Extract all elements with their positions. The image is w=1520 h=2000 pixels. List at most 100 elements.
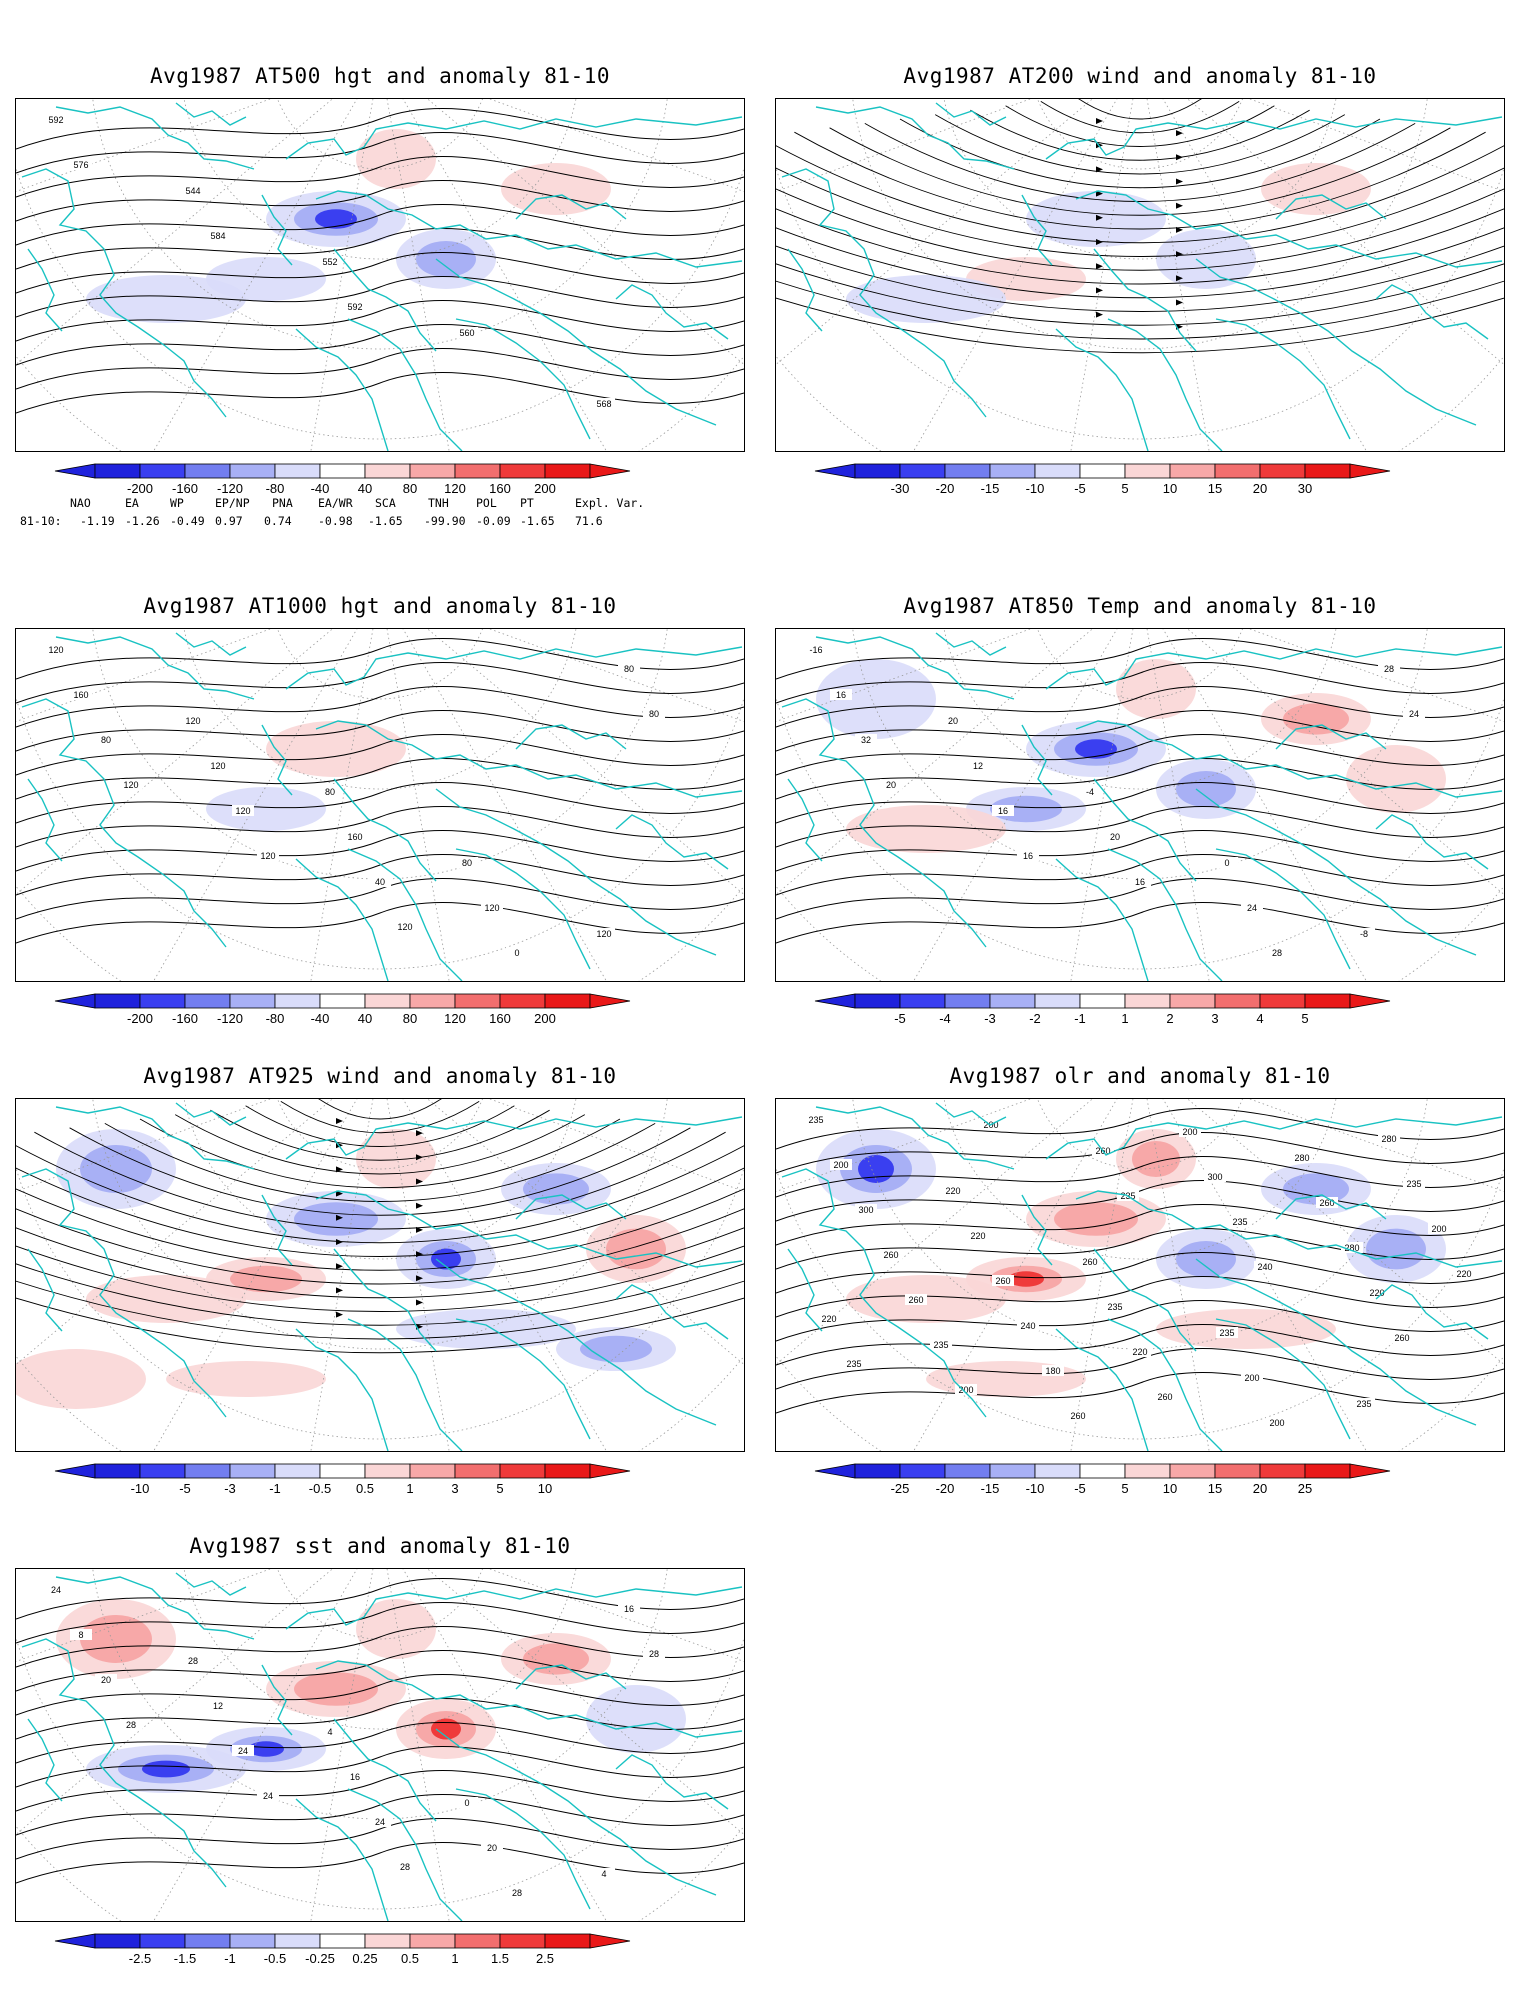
contour-label: 280 <box>1344 1243 1359 1253</box>
streamline-arrow <box>416 1202 423 1209</box>
colorbar-swatch <box>94 1933 141 1949</box>
contour-label: 260 <box>1157 1392 1172 1402</box>
contour-label: 220 <box>821 1314 836 1324</box>
contour-label: 200 <box>1244 1373 1259 1383</box>
streamline-arrow <box>1096 190 1103 197</box>
colorbar-swatch <box>544 1933 591 1949</box>
colorbar-swatch <box>1034 993 1081 1009</box>
contour-label: 180 <box>1045 1366 1060 1376</box>
streamlines <box>776 99 1504 354</box>
colorbar-swatch <box>319 1463 366 1479</box>
streamline-arrow <box>416 1226 423 1233</box>
contour-labels: 24 28 4 0 4 8 12 16 20 16 20 24 24 28 28 28 24 28 <box>45 1584 665 1898</box>
streamline-arrow <box>416 1299 423 1306</box>
index-header: EP/NP <box>215 496 250 510</box>
graticule <box>16 629 744 981</box>
contour-label: 200 <box>958 1385 973 1395</box>
map-925wind <box>15 1098 745 1452</box>
colorbar-sst: -2.5 -1.5 -1 -0.5 -0.25 0.25 0.5 1 1.5 2.5 <box>54 1932 705 1972</box>
streamlines <box>16 1099 744 1354</box>
contour-label: 20 <box>101 1675 111 1685</box>
colorbar-swatch <box>319 463 366 479</box>
index-header: SCA <box>375 496 396 510</box>
colorbar-tick-label: -120 <box>217 481 243 496</box>
colorbar-swatch <box>499 463 546 479</box>
index-header: EA <box>125 496 139 510</box>
colorbar-swatch <box>229 1933 276 1949</box>
colorbar-200wind: -30 -20 -15 -10 -5 5 10 15 20 30 <box>814 462 1465 502</box>
contour-label: 235 <box>846 1359 861 1369</box>
index-value: -1.65 <box>368 514 403 528</box>
colorbar-arrow-left <box>814 1463 856 1479</box>
anomaly-core <box>80 1145 152 1193</box>
colorbar-swatch <box>1169 1463 1216 1479</box>
colorbar-tick-label: -10 <box>1026 481 1045 496</box>
colorbar-arrow-right <box>1349 1463 1391 1479</box>
colorbar-swatch <box>94 993 141 1009</box>
colorbar-tick-label: 10 <box>538 1481 552 1496</box>
panel-title: Avg1987 AT500 hgt and anomaly 81-10 <box>149 64 610 88</box>
contour-label: 28 <box>1272 948 1282 958</box>
colorbar-tick-label: 20 <box>1253 1481 1267 1496</box>
contour-label: -16 <box>809 645 822 655</box>
colorbar-swatch <box>1034 1463 1081 1479</box>
colorbar-swatch <box>409 1933 456 1949</box>
panel-title: Avg1987 olr and anomaly 81-10 <box>949 1064 1331 1088</box>
colorbar-swatch <box>499 1463 546 1479</box>
index-header: EA/WR <box>318 496 353 510</box>
contour-label: 220 <box>945 1186 960 1196</box>
negative-anomaly <box>86 275 246 323</box>
map-1000hgt: 120 120 80 80 120 160 120 160 120 80 80 120 40 0 80 120… <box>15 628 745 982</box>
negative-anomaly <box>586 1685 686 1753</box>
colorbar-swatch <box>364 1463 411 1479</box>
colorbar-tick-label: -3 <box>984 1011 996 1026</box>
anomaly-peak <box>1075 739 1117 759</box>
colorbar-swatch <box>274 993 321 1009</box>
contour-label: 20 <box>1110 832 1120 842</box>
colorbar-swatch <box>184 463 231 479</box>
colorbar-swatch <box>1124 993 1171 1009</box>
streamline-arrow <box>416 1251 423 1258</box>
colorbar-tick-label: 80 <box>403 481 417 496</box>
colorbar-swatch <box>364 463 411 479</box>
contour-label: 40 <box>375 877 385 887</box>
anomaly-peak <box>858 1155 894 1183</box>
colorbar-swatch <box>499 993 546 1009</box>
anomaly-core <box>523 1643 589 1675</box>
colorbar-swatch <box>944 463 991 479</box>
negative-anomaly <box>816 659 936 739</box>
colorbar-arrow-left <box>54 463 96 479</box>
coastlines <box>781 102 1503 451</box>
positive-anomaly <box>846 805 1006 853</box>
contour-label: 120 <box>210 761 225 771</box>
streamline-arrow <box>416 1154 423 1161</box>
contour-label: 32 <box>861 735 871 745</box>
anomaly-shading <box>56 1599 686 1793</box>
colorbar-tick-label: -200 <box>127 1011 153 1026</box>
colorbar-tick-label: -5 <box>1074 481 1086 496</box>
map-500hgt: 592 544 552 560 568 576 584 592 <box>15 98 745 452</box>
contour-label: 28 <box>512 1888 522 1898</box>
streamline-arrow <box>1096 166 1103 173</box>
negative-anomaly <box>1156 229 1256 289</box>
streamline-arrow <box>1096 118 1103 124</box>
index-value: -0.98 <box>318 514 353 528</box>
contour-label: 235 <box>808 1115 823 1125</box>
anomaly-core <box>523 1173 589 1205</box>
contour-label: 220 <box>1132 1347 1147 1357</box>
contour-label: 24 <box>263 1791 273 1801</box>
map-200wind <box>775 98 1505 452</box>
colorbar-arrow-left <box>54 1933 96 1949</box>
colorbar-swatch <box>139 1463 186 1479</box>
contour-label: 220 <box>1369 1288 1384 1298</box>
contour-label: 260 <box>1070 1411 1085 1421</box>
anomaly-core <box>294 1672 378 1706</box>
colorbar-tick-label: 1 <box>406 1481 413 1496</box>
colorbar-swatch <box>989 1463 1036 1479</box>
contour-label: 16 <box>1023 851 1033 861</box>
colorbar-tick-label: -15 <box>981 1481 1000 1496</box>
contour-label: 120 <box>596 929 611 939</box>
colorbar-tick-label: 30 <box>1298 481 1312 496</box>
contour-label: 20 <box>948 716 958 726</box>
index-values: 81-10: -1.19 -1.26 -0.49 0.97 0.74 -0.98 -1.65-… <box>20 514 720 530</box>
